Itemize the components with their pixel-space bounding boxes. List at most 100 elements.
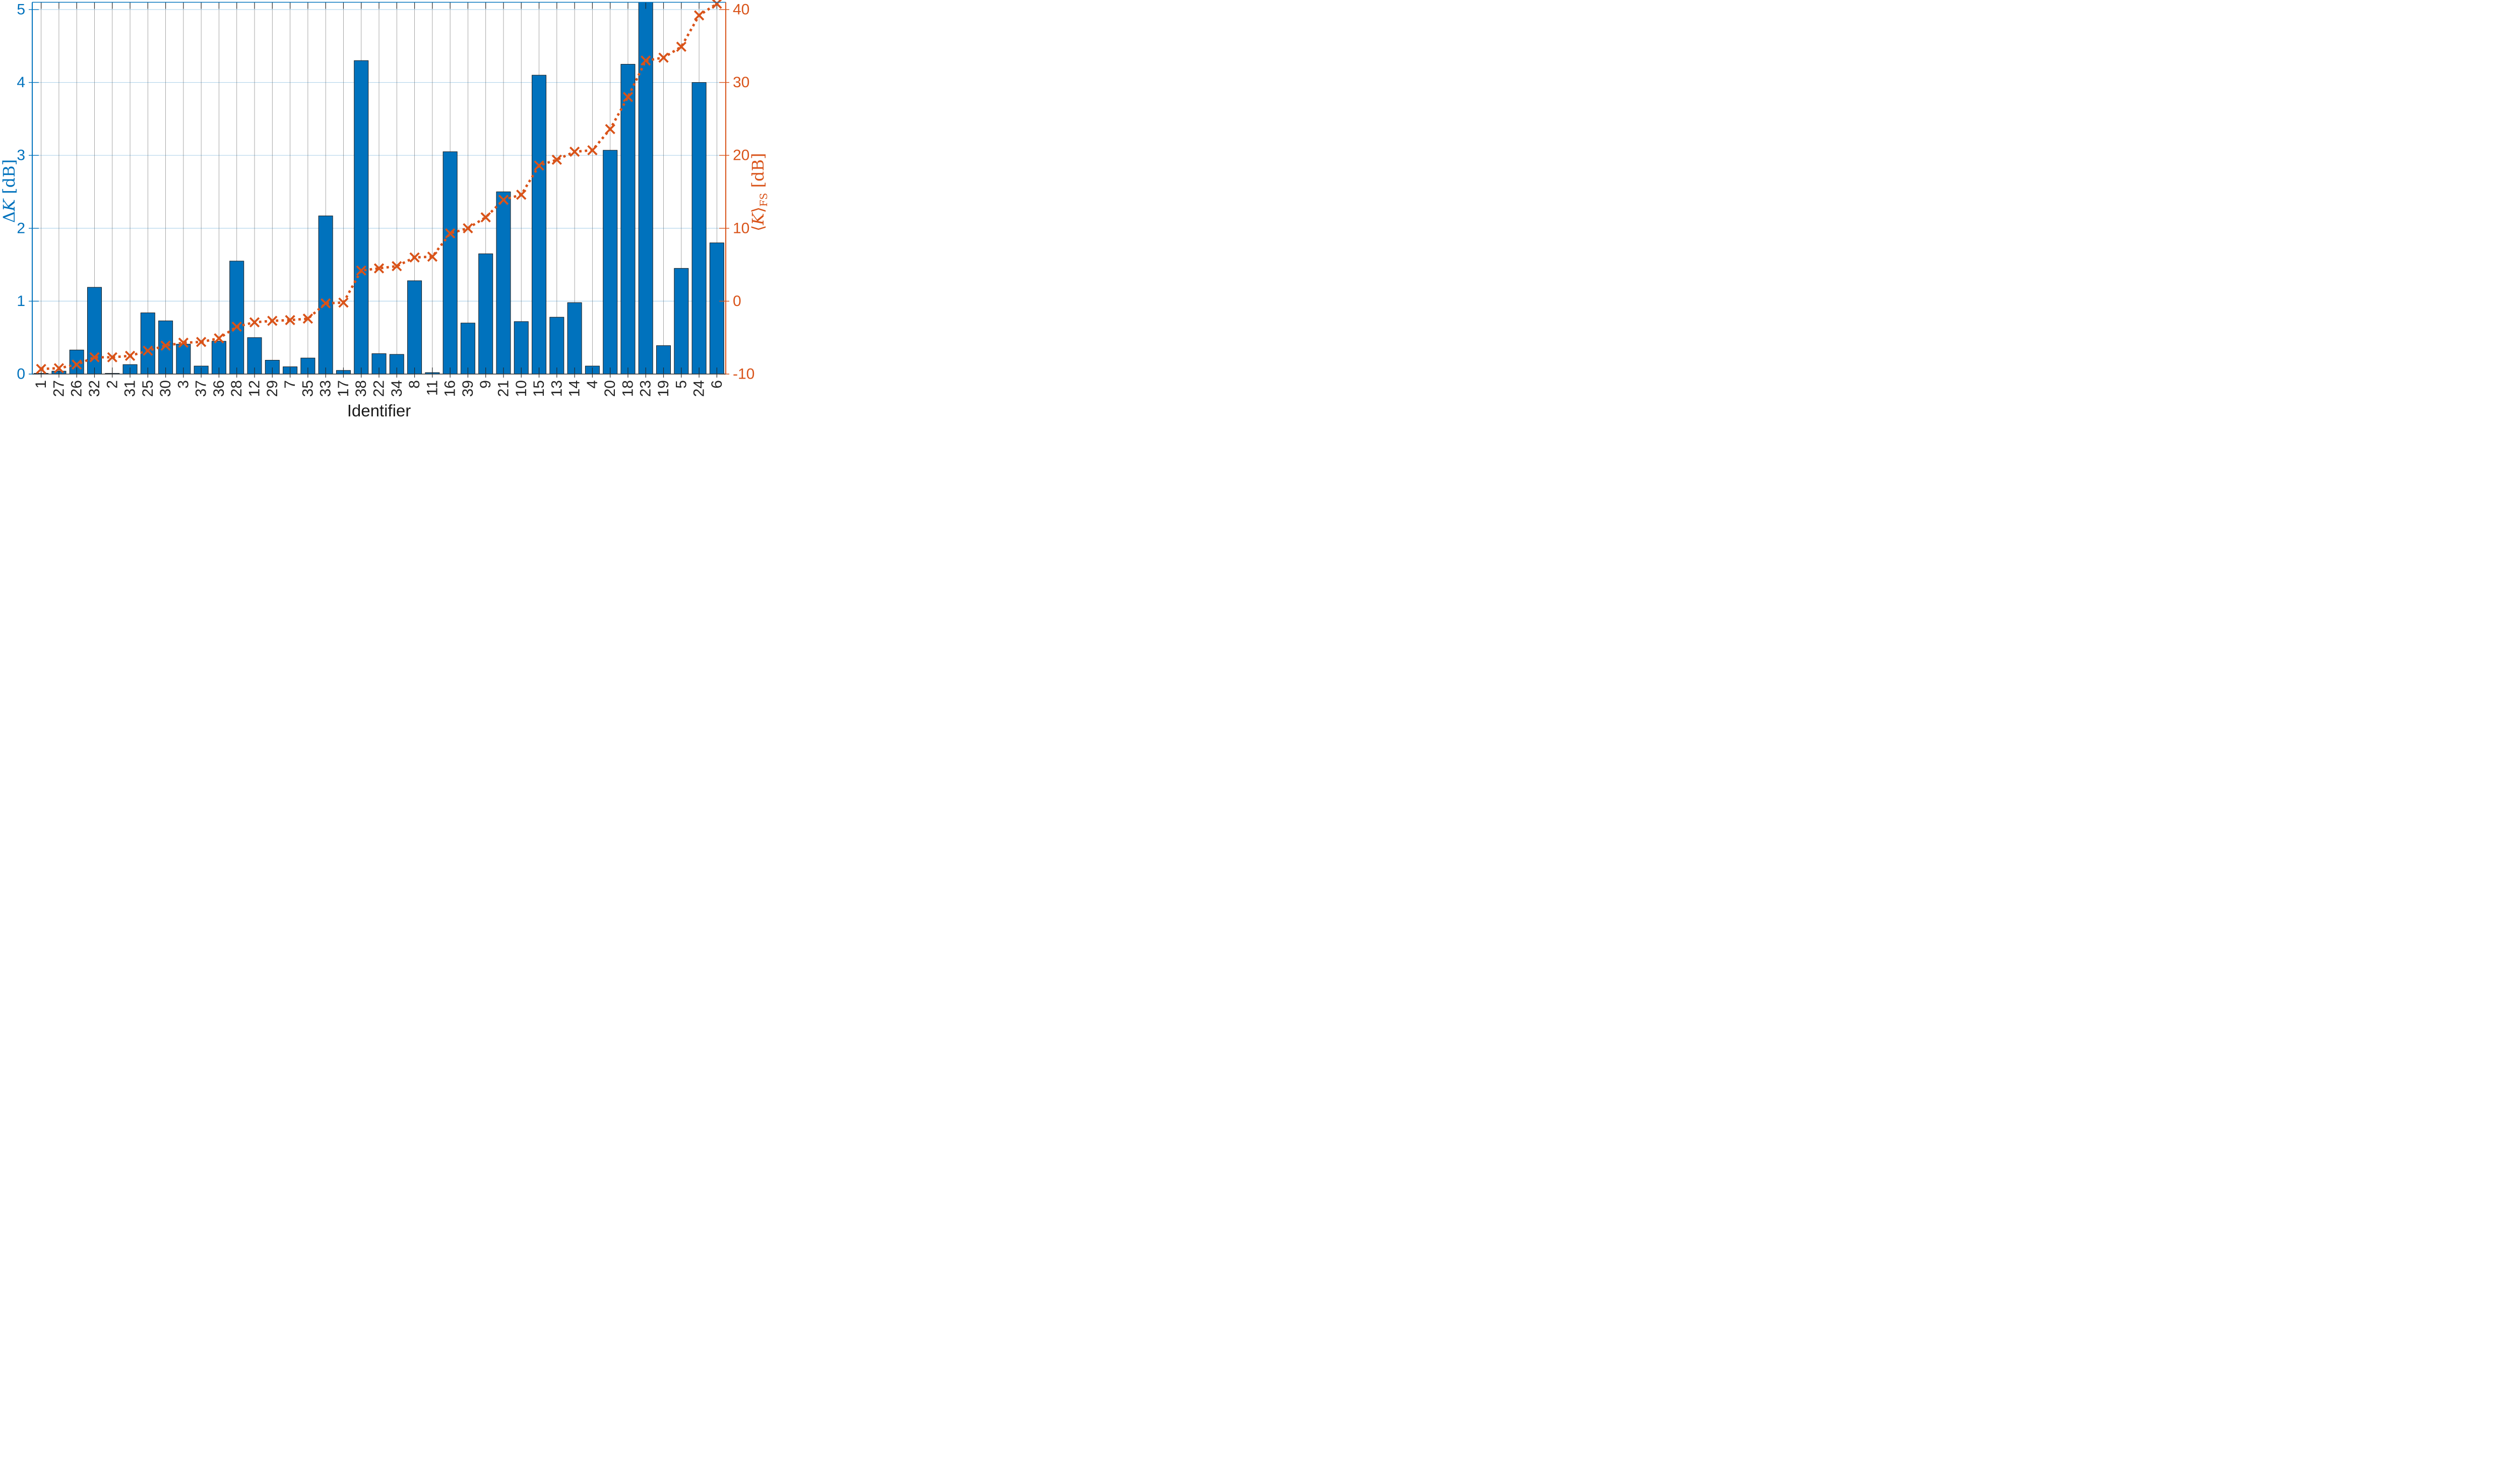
- marker-x-30: [160, 340, 171, 351]
- bar-20: [603, 150, 618, 375]
- bar-32: [87, 287, 102, 375]
- left-y-axis-title: ΔK [dB]: [0, 115, 19, 267]
- marker-x-38: [356, 265, 366, 276]
- marker-x-18: [622, 92, 634, 102]
- angle-open: ⟨: [748, 225, 768, 231]
- right-tick-label: 10: [733, 220, 749, 236]
- bar-24: [691, 82, 707, 375]
- x-tick-label-25: 25: [140, 380, 156, 397]
- marker-x-29: [267, 316, 278, 326]
- left-tick-label: 1: [17, 293, 25, 310]
- x-tick-label-7: 7: [282, 380, 298, 389]
- left-axis-variable: K: [0, 199, 19, 211]
- marker-x-25: [143, 345, 153, 356]
- marker-x-15: [534, 160, 544, 171]
- x-tick-label-14: 14: [566, 380, 583, 397]
- marker-x-27: [53, 363, 65, 374]
- x-tick-label-19: 19: [655, 380, 672, 397]
- x-tick-label-9: 9: [477, 380, 494, 389]
- bar-16: [443, 151, 458, 375]
- x-tick-label-20: 20: [602, 380, 618, 397]
- left-tick-label: 3: [17, 147, 25, 164]
- left-tick-label: 5: [17, 1, 25, 18]
- left-tick-label: 4: [17, 74, 25, 91]
- x-tick-label-37: 37: [193, 380, 210, 397]
- marker-x-9: [480, 212, 491, 223]
- x-tick-label-26: 26: [69, 380, 85, 397]
- x-tick-label-24: 24: [691, 380, 708, 397]
- x-tick-label-12: 12: [246, 380, 263, 397]
- x-tick-label-29: 29: [264, 380, 281, 397]
- bar-39: [460, 323, 475, 375]
- x-tick-label-4: 4: [584, 380, 601, 389]
- x-tick-label-1: 1: [33, 380, 49, 389]
- marker-x-4: [587, 145, 598, 156]
- x-tick-label-16: 16: [442, 380, 459, 397]
- bar-33: [318, 215, 333, 375]
- x-tick-label-27: 27: [50, 380, 67, 397]
- bar-18: [620, 64, 636, 375]
- x-tick-label-15: 15: [531, 380, 547, 397]
- marker-x-10: [516, 190, 527, 200]
- x-tick-label-23: 23: [638, 380, 654, 397]
- x-tick-label-11: 11: [424, 380, 440, 396]
- left-axis-unit: [dB]: [0, 159, 19, 200]
- marker-x-23: [641, 55, 651, 66]
- bar-5: [674, 268, 689, 375]
- bar-23: [638, 2, 653, 375]
- marker-x-6: [712, 0, 722, 9]
- marker-x-7: [285, 315, 295, 326]
- bar-14: [567, 302, 582, 375]
- right-tick-label: 20: [733, 147, 749, 164]
- x-tick-label-5: 5: [673, 380, 689, 389]
- x-tick-label-31: 31: [122, 380, 139, 397]
- right-tick-label: -10: [733, 366, 754, 383]
- bar-9: [478, 253, 493, 375]
- marker-x-1: [36, 363, 46, 375]
- marker-x-12: [249, 317, 260, 328]
- x-tick-label-38: 38: [353, 380, 369, 397]
- delta-symbol: Δ: [0, 211, 19, 223]
- x-tick-label-17: 17: [335, 380, 352, 397]
- marker-x-5: [676, 41, 686, 52]
- marker-x-28: [231, 321, 242, 332]
- marker-x-14: [569, 146, 580, 157]
- marker-x-39: [463, 223, 473, 233]
- x-tick-label-30: 30: [157, 380, 174, 397]
- x-tick-label-3: 3: [175, 380, 192, 389]
- x-tick-label-10: 10: [513, 380, 530, 397]
- marker-x-2: [107, 352, 117, 362]
- left-tick-label: 2: [17, 220, 25, 236]
- right-axis-variable: K: [748, 213, 768, 225]
- angle-close: ⟩: [748, 207, 768, 213]
- figure: 0 1 2 3 4 5 -10 0 10 20 30 40 1 27 26 32 2 31 25 30 3 37 36 28 1…: [0, 0, 774, 423]
- bar-10: [514, 321, 529, 375]
- marker-x-37: [196, 337, 207, 347]
- x-tick-label-13: 13: [548, 380, 565, 397]
- x-axis-title: Identifier: [347, 401, 411, 420]
- bar-30: [158, 320, 173, 375]
- right-tick-label: 0: [733, 293, 741, 310]
- right-y-axis-title: ⟨K⟩FS [dB]: [748, 116, 770, 268]
- x-tick-label-21: 21: [495, 380, 512, 397]
- x-tick-label-2: 2: [104, 380, 120, 389]
- right-axis-unit: [dB]: [748, 153, 768, 193]
- marker-x-24: [694, 10, 705, 21]
- x-tick-label-22: 22: [371, 380, 388, 397]
- x-tick-label-8: 8: [406, 380, 423, 389]
- marker-x-13: [551, 154, 562, 165]
- right-tick-label: 40: [733, 1, 749, 18]
- left-tick-label: 0: [17, 366, 25, 383]
- x-tick-label-33: 33: [318, 380, 334, 397]
- x-tick-label-36: 36: [211, 380, 227, 397]
- marker-x-34: [392, 261, 402, 272]
- marker-x-3: [178, 337, 189, 348]
- marker-x-33: [320, 298, 331, 309]
- x-tick-label-18: 18: [619, 380, 636, 397]
- marker-x-22: [373, 263, 385, 274]
- marker-x-11: [427, 251, 438, 262]
- bar-38: [354, 60, 369, 375]
- bar-21: [496, 191, 511, 375]
- marker-x-20: [605, 124, 615, 135]
